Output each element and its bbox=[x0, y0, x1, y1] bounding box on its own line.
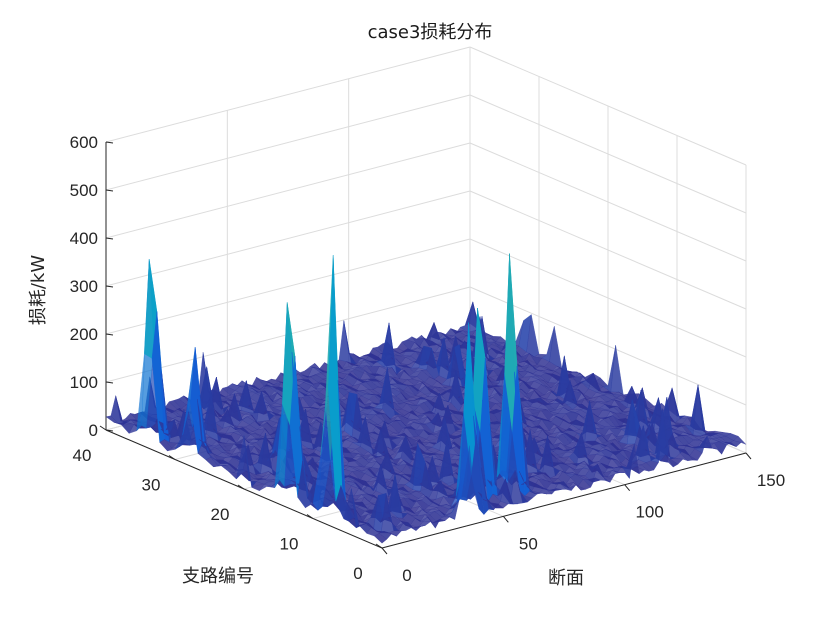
z-tick-mark bbox=[105, 429, 114, 432]
y-tick-label: 20 bbox=[211, 505, 230, 524]
x-tick-label: 50 bbox=[519, 534, 538, 553]
z-axis-label: 损耗/kW bbox=[28, 255, 49, 325]
surface-patch bbox=[733, 436, 747, 445]
z-tick-label: 200 bbox=[70, 325, 98, 344]
y-tick-mark bbox=[306, 514, 314, 519]
x-tick-mark bbox=[502, 516, 509, 523]
z-tick-mark bbox=[105, 189, 114, 192]
z-tick-label: 400 bbox=[70, 229, 98, 248]
surface-patch bbox=[338, 320, 352, 366]
grid-line bbox=[105, 46, 471, 143]
z-tick-mark bbox=[105, 237, 114, 240]
y-tick-mark bbox=[237, 484, 245, 490]
y-axis-label: 支路编号 bbox=[182, 566, 254, 587]
y-tick-mark bbox=[99, 425, 107, 431]
y-tick-label: 10 bbox=[280, 535, 299, 554]
z-tick-label: 600 bbox=[70, 133, 98, 152]
z-tick-label: 300 bbox=[70, 277, 98, 296]
x-tick-mark bbox=[624, 484, 631, 491]
tick-labels: 0 100 200 300 400 500 600 0 50 100 150 0 10 20 30 40 bbox=[70, 133, 786, 585]
x-axis bbox=[381, 452, 747, 549]
x-tick-mark bbox=[381, 547, 388, 555]
y-tick-mark bbox=[168, 455, 176, 460]
z-tick-label: 0 bbox=[89, 421, 98, 440]
z-tick-mark bbox=[105, 285, 114, 288]
y-tick-label: 30 bbox=[142, 476, 161, 495]
x-tick-label: 0 bbox=[402, 566, 411, 585]
grid-line bbox=[105, 94, 471, 191]
x-tick-mark bbox=[745, 452, 752, 460]
grid-line bbox=[105, 190, 471, 287]
grid-line bbox=[105, 238, 471, 335]
y-tick-label: 40 bbox=[73, 446, 92, 465]
x-tick-label: 150 bbox=[757, 471, 785, 490]
surface-patch bbox=[549, 326, 563, 370]
y-tick-label: 0 bbox=[353, 564, 362, 583]
z-tick-label: 500 bbox=[70, 181, 98, 200]
x-tick-label: 100 bbox=[635, 503, 663, 522]
z-tick-mark bbox=[105, 381, 114, 384]
grid-line bbox=[105, 142, 471, 239]
x-axis-label: 断面 bbox=[548, 568, 584, 589]
z-tick-label: 100 bbox=[70, 373, 98, 392]
surface bbox=[105, 253, 747, 544]
z-tick-mark bbox=[105, 141, 114, 144]
y-tick-mark bbox=[375, 543, 383, 549]
z-tick-mark bbox=[105, 333, 114, 336]
chart-title: case3损耗分布 bbox=[368, 22, 493, 43]
